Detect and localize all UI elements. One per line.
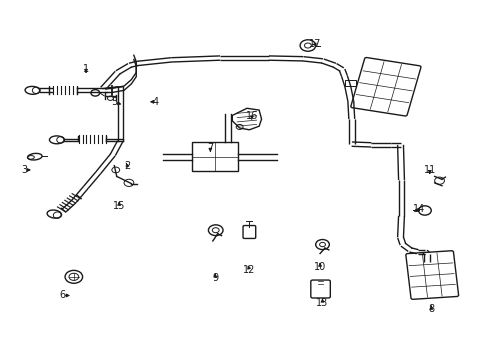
Text: 3: 3 [21,165,27,175]
Text: 10: 10 [313,262,325,272]
Text: 14: 14 [412,204,425,215]
Text: 4: 4 [152,97,159,107]
Text: 1: 1 [83,64,89,74]
Text: 13: 13 [316,298,328,308]
Text: 7: 7 [207,143,213,153]
Text: 9: 9 [212,273,218,283]
Text: 8: 8 [427,304,433,314]
Bar [345,80,355,86]
Text: 16: 16 [245,111,257,121]
Text: 11: 11 [423,165,435,175]
Text: 6: 6 [60,291,65,301]
Text: 17: 17 [308,40,321,49]
Bar [192,142,238,171]
Text: 5: 5 [111,97,117,107]
Text: 12: 12 [243,265,255,275]
Text: 15: 15 [113,201,125,211]
Text: 2: 2 [124,161,130,171]
